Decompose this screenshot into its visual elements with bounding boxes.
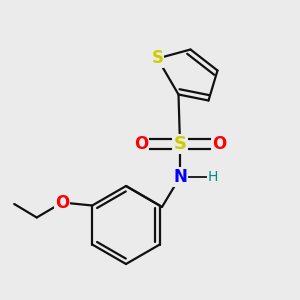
- Text: O: O: [55, 194, 69, 211]
- Text: H: H: [208, 170, 218, 184]
- Text: S: S: [152, 50, 164, 68]
- Text: O: O: [212, 135, 226, 153]
- Text: S: S: [173, 135, 187, 153]
- Text: N: N: [173, 168, 187, 186]
- Text: O: O: [134, 135, 148, 153]
